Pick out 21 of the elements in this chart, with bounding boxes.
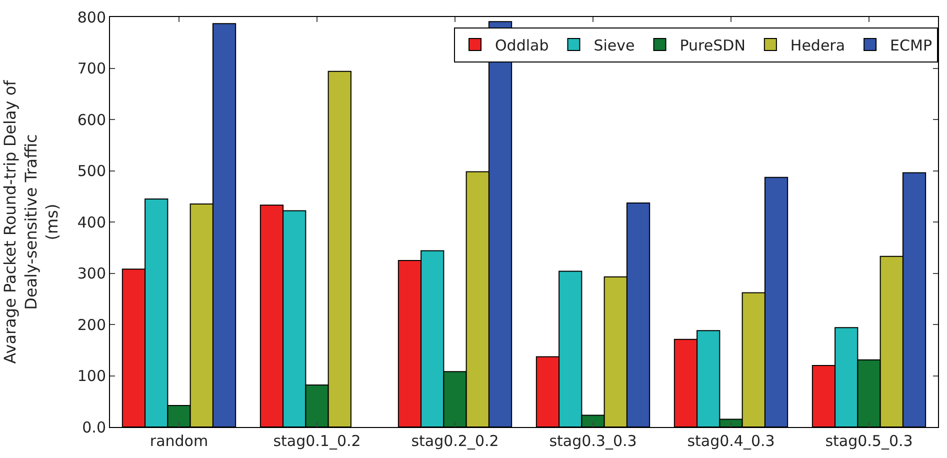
- legend-label: Oddlab: [495, 36, 549, 54]
- y-tick-label: 400: [77, 213, 106, 232]
- y-tick-label: 200: [77, 316, 106, 334]
- y-tick-label: 500: [77, 162, 106, 180]
- y-tick-label: 800: [77, 8, 106, 26]
- x-tick-label: stag0.4_0.3: [687, 432, 775, 450]
- y-tick-label: 300: [77, 264, 106, 282]
- x-tick-label: stag0.2_0.2: [411, 432, 499, 450]
- legend-label: Hedera: [790, 36, 846, 54]
- x-tick-label: stag0.3_0.3: [549, 432, 637, 450]
- x-tick-label: stag0.1_0.2: [273, 432, 361, 450]
- y-tick-label: 700: [77, 60, 106, 78]
- y-tick-label: 0.0: [82, 418, 106, 436]
- legend-label: ECMP: [890, 36, 932, 54]
- x-tick-label: random: [150, 432, 208, 450]
- legend-label: PureSDN: [680, 36, 746, 54]
- x-tick-label: stag0.5_0.3: [825, 432, 913, 450]
- legend-label: Sieve: [594, 36, 635, 54]
- y-tick-label: 100: [77, 367, 106, 385]
- y-tick-label: 600: [77, 110, 106, 129]
- y-axis-title: Avarage Packet Round-trip Delay of Dealy-sensitive Traffic (ms): [0, 80, 62, 364]
